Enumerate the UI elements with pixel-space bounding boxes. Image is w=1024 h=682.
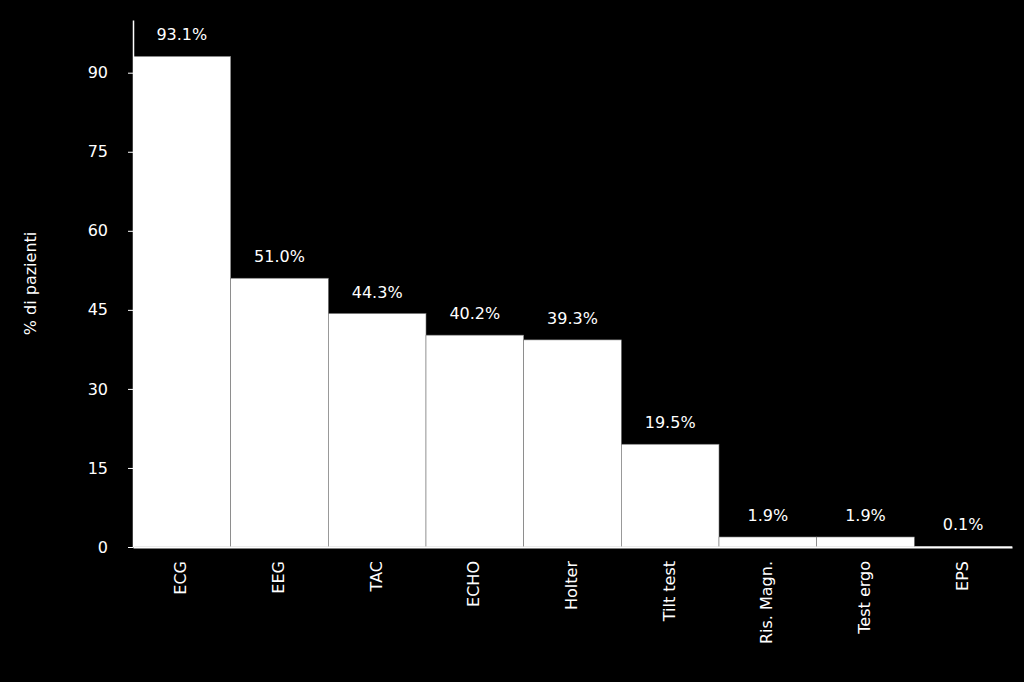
tick: EEG (269, 547, 288, 594)
tick: ECG (171, 547, 190, 595)
tick: 0 (98, 538, 133, 557)
chart-container: 0 15 30 45 60 75 90 ECG EEG TAC ECHO Holter Tilt tes… (0, 0, 1024, 682)
tick-label: TAC (367, 561, 386, 592)
tick: Test ergo (855, 547, 874, 635)
tick-mark (128, 389, 133, 390)
tick: Ris. Magn. (757, 547, 776, 644)
tick: 45 (88, 300, 133, 319)
bar (621, 444, 719, 547)
data-label: 93.1% (156, 25, 207, 44)
data-label: 1.9% (845, 506, 886, 525)
tick: 15 (88, 459, 133, 478)
data-label: 0.1% (943, 515, 984, 534)
tick: Tilt test (660, 547, 679, 622)
tick: 30 (88, 380, 133, 399)
tick-label: 0 (98, 538, 108, 557)
tick-mark (128, 468, 133, 469)
bar (817, 537, 915, 547)
data-label: 1.9% (748, 506, 789, 525)
tick-label: Holter (562, 561, 581, 610)
x-axis: ECG EEG TAC ECHO Holter Tilt test Ris. Magn. Te… (134, 547, 1013, 644)
bar (231, 278, 329, 547)
tick: 75 (88, 142, 133, 161)
data-label: 19.5% (645, 413, 696, 432)
bar (328, 314, 426, 547)
tick-label: Test ergo (855, 561, 874, 635)
chart: 0 15 30 45 60 75 90 ECG EEG TAC ECHO Holter Tilt tes… (0, 0, 1024, 682)
tick-mark (128, 73, 133, 74)
tick-mark (128, 310, 133, 311)
tick-mark (128, 152, 133, 153)
tick-label: 15 (88, 459, 108, 478)
bar (524, 340, 622, 547)
tick-label: 30 (88, 380, 108, 399)
tick: EPS (953, 547, 972, 591)
tick-mark (128, 547, 133, 548)
tick-label: ECHO (464, 561, 483, 607)
axis-line (134, 547, 1013, 549)
tick: 90 (88, 63, 133, 82)
tick-label: EPS (953, 561, 972, 591)
data-label: 40.2% (449, 304, 500, 323)
tick-label: 90 (88, 63, 108, 82)
tick-label: Ris. Magn. (757, 561, 776, 644)
data-label: 51.0% (254, 247, 305, 266)
bar (133, 56, 231, 547)
tick: 60 (88, 221, 133, 240)
tick: ECHO (464, 547, 483, 607)
tick-label: 45 (88, 300, 108, 319)
tick: TAC (367, 547, 386, 592)
data-labels: 93.1% 51.0% 44.3% 40.2% 39.3% 19.5% 1.9% 1.9% 0.… (156, 25, 983, 534)
y-axis: 0 15 30 45 60 75 90 (88, 21, 134, 557)
tick-label: ECG (171, 561, 190, 595)
bars (133, 56, 1012, 547)
tick: Holter (562, 547, 581, 610)
tick-label: Tilt test (660, 561, 679, 622)
axis-title: % di pazienti (21, 232, 40, 335)
tick-label: 75 (88, 142, 108, 161)
tick-label: 60 (88, 221, 108, 240)
data-label: 39.3% (547, 309, 598, 328)
bar (426, 335, 524, 547)
bar (719, 537, 817, 547)
tick-label: EEG (269, 561, 288, 594)
tick-mark (128, 231, 133, 232)
plot: 0 15 30 45 60 75 90 ECG EEG TAC ECHO Holter Tilt tes… (88, 21, 1013, 645)
data-label: 44.3% (352, 283, 403, 302)
